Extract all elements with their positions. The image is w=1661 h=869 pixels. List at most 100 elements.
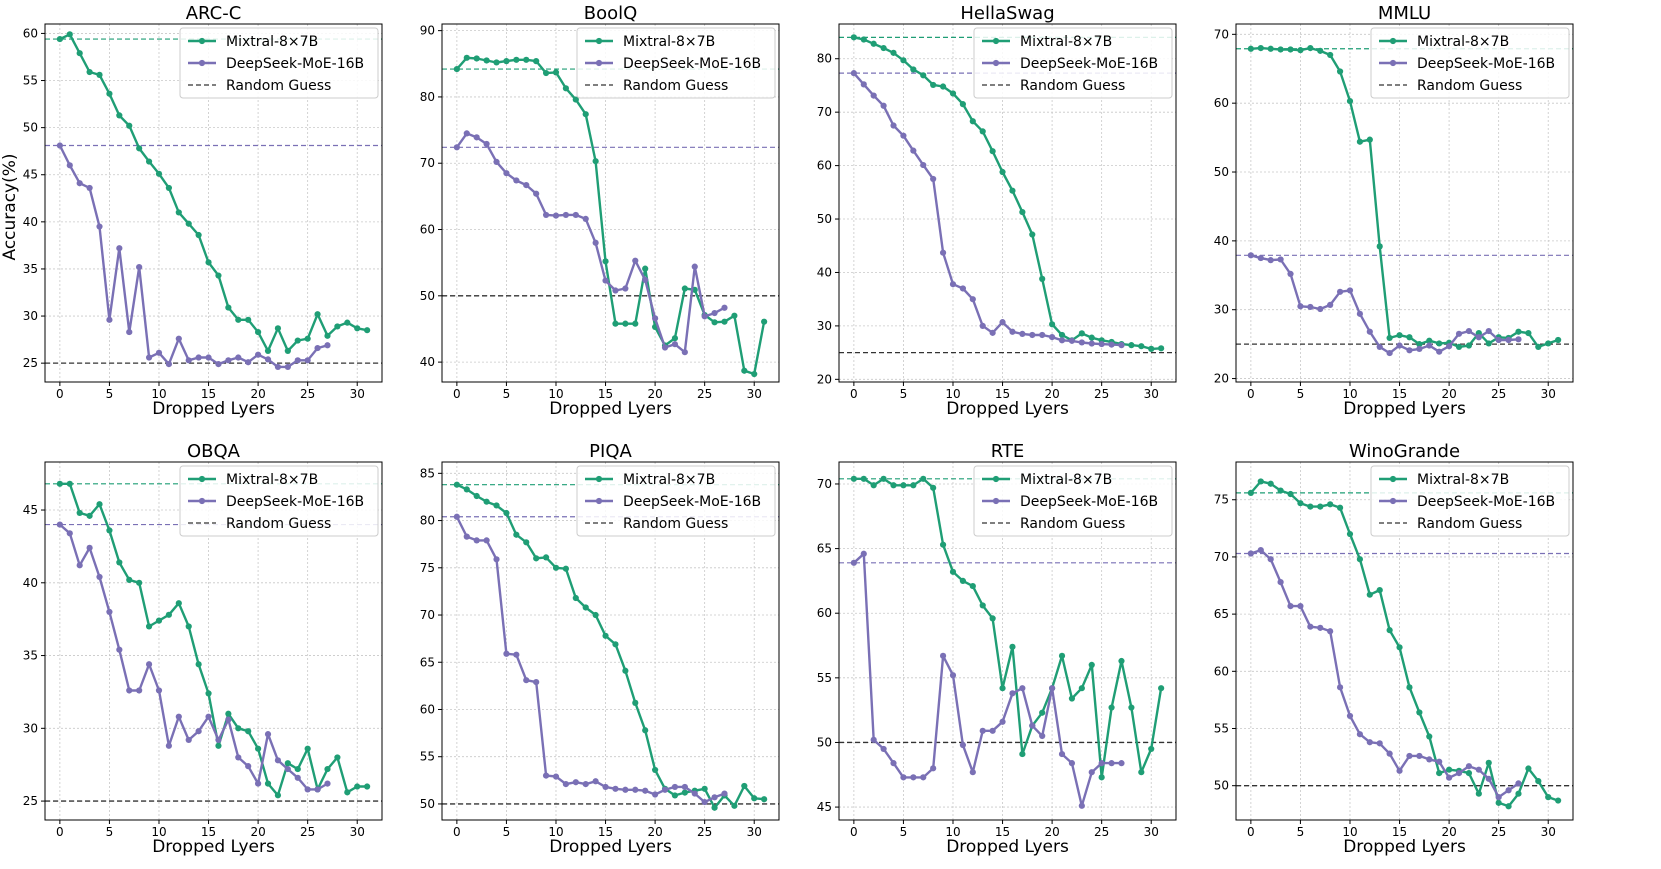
- deepseek-data-point: [56, 142, 63, 149]
- y-tick-label: 60: [420, 223, 435, 237]
- y-tick-label: 50: [817, 212, 832, 226]
- deepseek-data-point: [66, 162, 73, 169]
- deepseek-data-point: [126, 687, 133, 694]
- mixtral-data-point: [483, 57, 490, 64]
- x-tick-label: 30: [1541, 387, 1556, 401]
- mixtral-data-point: [1336, 504, 1344, 511]
- mixtral-data-point: [1088, 661, 1095, 669]
- deepseek-data-point: [1406, 347, 1413, 354]
- mixtral-data-point: [701, 785, 708, 792]
- mixtral-data-point: [999, 168, 1006, 176]
- deepseek-data-point: [979, 727, 986, 734]
- mixtral-data-point: [1068, 695, 1076, 702]
- mixtral-data-point: [1058, 652, 1066, 659]
- deepseek-data-point: [165, 361, 172, 368]
- y-tick-label: 50: [420, 797, 435, 811]
- x-tick-label: 10: [945, 825, 960, 839]
- deepseek-data-point: [136, 263, 143, 271]
- mixtral-data-point: [1525, 765, 1532, 772]
- deepseek-data-point: [900, 132, 907, 139]
- mixtral-data-point: [731, 802, 738, 809]
- mixtral-data-point: [205, 259, 212, 266]
- mixtral-data-point: [235, 316, 242, 323]
- axes-frame: [441, 461, 780, 821]
- deepseek-data-point: [1088, 340, 1095, 347]
- mixtral-data-point: [245, 316, 252, 323]
- deepseek-data-point: [1307, 623, 1314, 630]
- x-axis-label: Dropped Lyers: [1343, 399, 1466, 419]
- deepseek-data-point: [939, 249, 947, 256]
- mixtral-data-point: [56, 35, 63, 43]
- y-tick-label: 30: [23, 721, 38, 735]
- mixtral-data-point: [354, 325, 361, 332]
- x-tick-label: 0: [850, 825, 858, 839]
- deepseek-data-point: [691, 790, 698, 797]
- mixtral-data-point: [1009, 643, 1016, 650]
- deepseek-data-point: [1267, 257, 1274, 264]
- deepseek-legend-marker: [198, 497, 206, 505]
- deepseek-data-point: [1267, 556, 1274, 563]
- mixtral-data-point: [1247, 45, 1254, 52]
- y-tick-label: 65: [1214, 607, 1229, 621]
- mixtral-data-point: [652, 766, 659, 774]
- x-tick-label: 15: [995, 825, 1010, 839]
- deepseek-data-point: [145, 354, 153, 361]
- deepseek-data-point: [1475, 766, 1482, 773]
- mixtral-data-point: [1277, 46, 1284, 53]
- mixtral-data-point: [155, 170, 163, 177]
- y-tick-label: 80: [817, 52, 832, 66]
- deepseek-data-point: [483, 140, 490, 148]
- mixtral-data-point: [1049, 321, 1056, 328]
- deepseek-data-point: [155, 349, 163, 356]
- mixtral-data-point: [165, 611, 172, 618]
- x-tick-label: 25: [1094, 825, 1109, 839]
- x-tick-label: 20: [647, 825, 662, 839]
- mixtral-data-point: [503, 509, 510, 517]
- deepseek-data-point: [225, 716, 232, 723]
- axes-frame: [838, 461, 1177, 821]
- x-tick-label: 5: [900, 387, 908, 401]
- deepseek-data-point: [1019, 685, 1026, 692]
- chart-piqa: 0 5 10 15 20 25 30 50 55 60 65 70 75 80 85 PIQA Dropped …: [420, 441, 780, 857]
- mixtral-data-point: [1535, 343, 1542, 350]
- legend-label: DeepSeek-MoE-16B: [226, 494, 364, 510]
- mixtral-data-point: [930, 81, 937, 89]
- x-tick-label: 25: [1491, 825, 1506, 839]
- deepseek-data-point: [453, 144, 460, 151]
- mixtral-data-point: [483, 498, 490, 505]
- deepseek-data-point: [1515, 336, 1522, 343]
- deepseek-data-point: [274, 757, 282, 764]
- mixtral-data-point: [1078, 685, 1085, 692]
- mixtral-data-point: [245, 728, 252, 735]
- deepseek-series-line: [59, 523, 329, 791]
- mixtral-data-point: [225, 710, 232, 717]
- mixtral-data-point: [294, 765, 301, 773]
- deepseek-legend-marker: [992, 59, 1000, 67]
- mixtral-data-point: [1426, 337, 1433, 344]
- deepseek-data-point: [582, 781, 589, 788]
- deepseek-data-point: [215, 361, 222, 368]
- deepseek-data-point: [1118, 342, 1125, 349]
- deepseek-data-point: [294, 357, 301, 364]
- mixtral-data-point: [721, 318, 728, 325]
- deepseek-data-point: [86, 544, 93, 551]
- deepseek-data-point: [175, 713, 182, 720]
- deepseek-data-point: [145, 661, 153, 668]
- mixtral-data-point: [1148, 345, 1155, 352]
- deepseek-data-point: [1436, 348, 1443, 355]
- x-tick-label: 15: [201, 387, 216, 401]
- deepseek-data-point: [96, 223, 103, 230]
- mixtral-legend-marker: [198, 475, 206, 483]
- legend-box: [1370, 27, 1570, 99]
- y-tick-label: 30: [23, 309, 38, 323]
- deepseek-data-point: [681, 349, 688, 356]
- deepseek-data-point: [493, 556, 500, 563]
- deepseek-data-point: [999, 718, 1006, 725]
- deepseek-data-point: [890, 760, 897, 767]
- mixtral-data-point: [284, 347, 291, 355]
- mixtral-data-point: [1376, 587, 1383, 594]
- x-tick-label: 15: [1392, 387, 1407, 401]
- deepseek-data-point: [701, 313, 708, 320]
- deepseek-data-point: [632, 786, 639, 793]
- chart-title: MMLU: [1378, 3, 1431, 24]
